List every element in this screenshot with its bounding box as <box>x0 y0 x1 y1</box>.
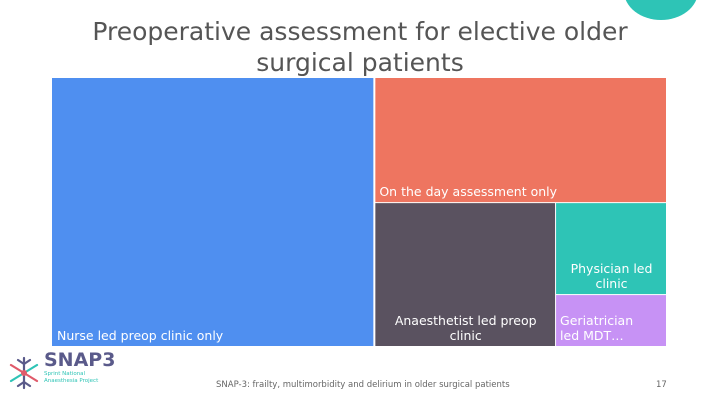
logo-subtitle: Sprint National Anaesthesia Project <box>44 371 99 384</box>
treemap-tile-nurse-led-preop-clinic-only <box>52 78 374 346</box>
treemap-tile-anaesthetist-led-preop-clinic <box>375 203 556 346</box>
logo-wordmark: SNAP3 <box>44 349 116 371</box>
snap3-logo: SNAP3 Sprint National Anaesthesia Projec… <box>6 348 116 398</box>
corner-decoration <box>624 0 698 20</box>
treemap-label-anaesthetist-led-preop-clinic: Anaesthetist led preop clinic <box>395 313 537 343</box>
treemap-label-nurse-led-preop-clinic-only: Nurse led preop clinic only <box>57 328 224 343</box>
treemap-label-on-the-day-assessment-only: On the day assessment only <box>379 184 557 199</box>
treemap-tile-physician-led-clinic <box>556 203 666 295</box>
slide-footer: SNAP-3: frailty, multimorbidity and deli… <box>216 380 510 390</box>
treemap-label-geriatrician-led-mdt: Geriatrician led MDT… <box>560 313 633 343</box>
slide-title: Preoperative assessment for elective old… <box>92 17 628 77</box>
page-number: 17 <box>656 380 667 390</box>
treemap-tile-on-the-day-assessment-only <box>375 78 666 203</box>
treemap-label-physician-led-clinic: Physician led clinic <box>571 261 653 291</box>
snowflake-logo-icon <box>9 356 39 390</box>
treemap-tile-geriatrician-led-mdt <box>556 295 666 346</box>
